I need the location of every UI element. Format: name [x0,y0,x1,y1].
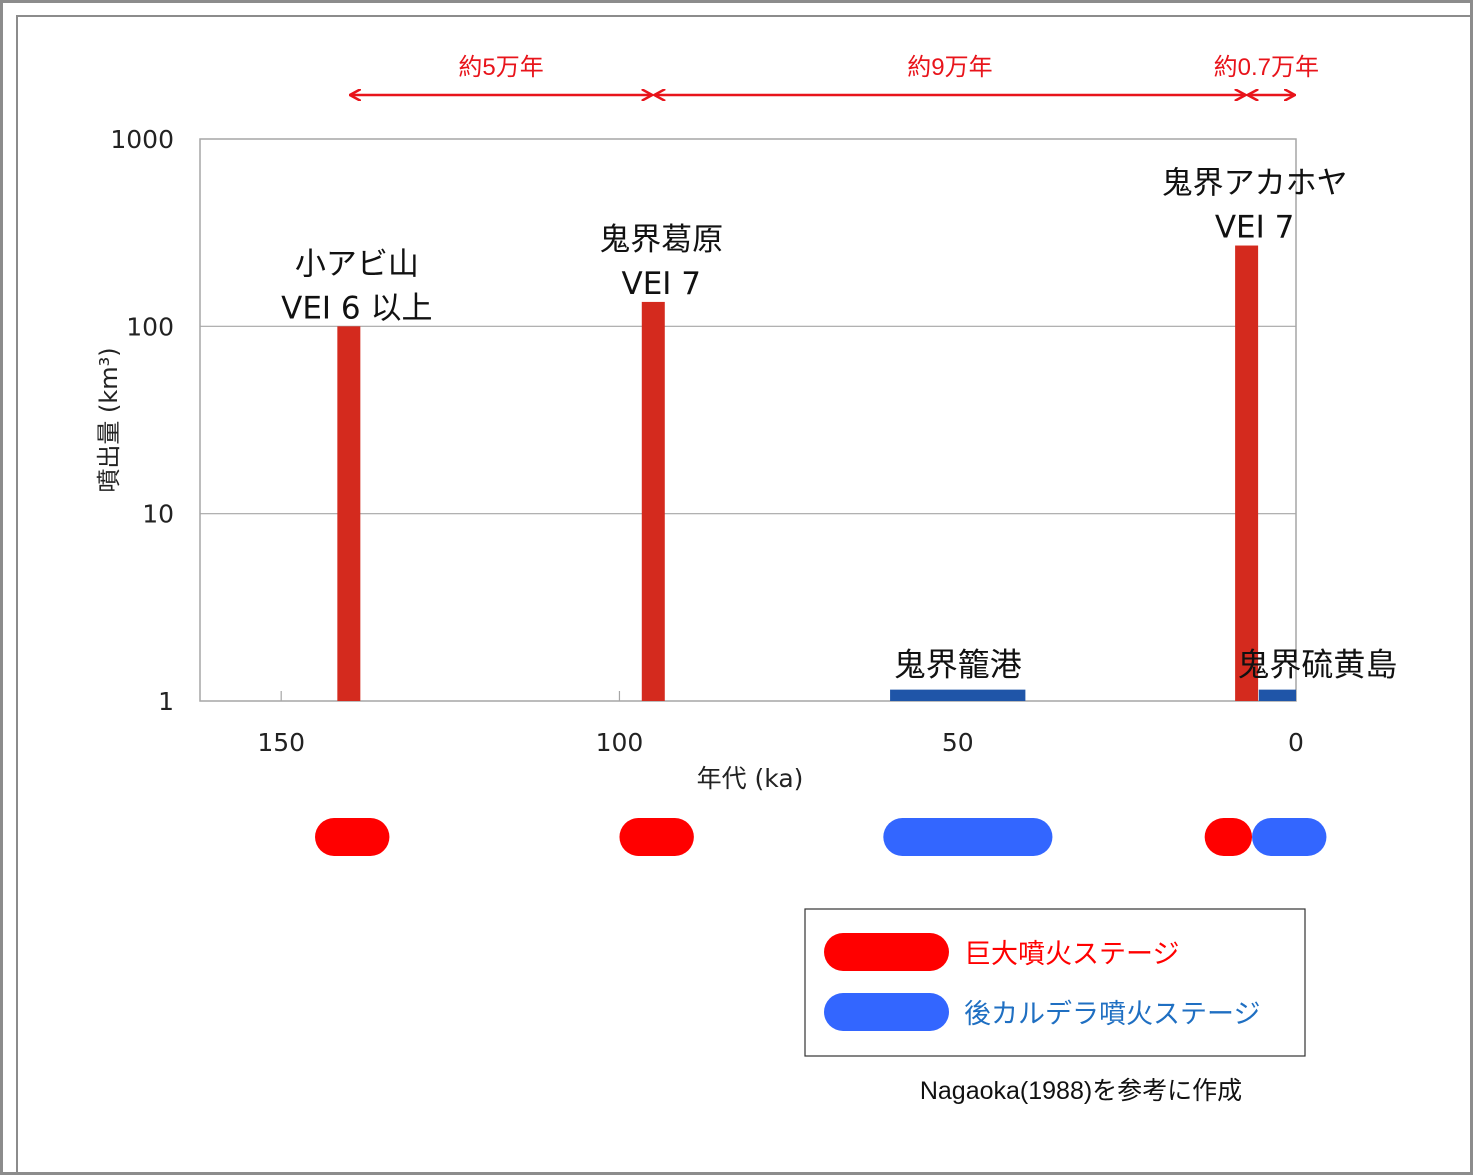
interval-label: 約0.7万年 [1214,54,1319,81]
x-axis-ticks: 150 100 50 0 [257,691,1304,757]
eruption-vei: VEI 7 [622,266,702,302]
eruption-name: 小アビ山 [295,246,419,282]
stage-pill-post [883,818,1053,856]
bar-2 [641,301,665,701]
y-axis-ticks: 1000 100 10 1 [110,125,174,716]
eruption-name: 鬼界籠港 [894,647,1022,683]
interval-label: 約9万年 [907,54,992,81]
stage-pill-giant [619,818,694,856]
eruption-labels: 小アビ山 VEI 6 以上 鬼界葛原 VEI 7 鬼界籠港 鬼界アカホヤ VEI 7 鬼界硫黄… [281,166,1397,683]
interval-arrows: 約5万年 約9万年 約0.7万年 [351,54,1319,95]
eruption-vei: VEI 7 [1215,210,1295,246]
legend-label-giant: 巨大噴火ステージ [964,939,1179,969]
eruption-name: 鬼界アカホヤ [1162,166,1348,202]
x-tick-label: 150 [257,728,305,757]
legend-label-post: 後カルデラ噴火ステージ [964,999,1260,1029]
x-tick-label: 0 [1288,728,1304,757]
y-tick-label: 1000 [110,125,174,154]
stage-pill-giant [315,818,390,856]
stage-pill-giant [1204,818,1253,856]
interval-label: 約5万年 [458,54,543,81]
y-tick-label: 100 [126,312,174,341]
x-tick-label: 50 [942,728,974,757]
stage-pill-post [1252,818,1327,856]
gridlines [200,325,1296,515]
eruption-name: 鬼界硫黄島 [1237,647,1397,683]
legend-swatch-post [824,993,949,1031]
x-tick-label: 100 [596,728,644,757]
x-axis-title: 年代 (ka) [697,764,804,793]
figure-inner-border [16,15,1473,1175]
plot-area: 1000 100 10 1 150 100 50 0 小アビ山 VEI 6 以上 鬼界葛原 VEI… [110,125,1397,757]
source-note: Nagaoka(1988)を参考に作成 [920,1077,1242,1105]
bar-3 [890,689,1026,701]
bar-4 [1235,245,1259,701]
plot-frame [199,138,1297,702]
y-axis-title: 噴出量 (km³) [95,347,123,492]
bar-5 [1258,689,1296,701]
y-tick-label: 10 [142,500,174,529]
y-tick-label: 1 [158,687,174,716]
eruption-vei: VEI 6 以上 [281,290,432,326]
eruption-bars [337,245,1296,701]
stage-pills [315,818,1327,856]
legend-box [804,908,1306,1057]
legend: 巨大噴火ステージ 後カルデラ噴火ステージ [804,908,1306,1057]
legend-swatch-giant [824,933,949,971]
bar-1 [337,326,361,701]
eruption-name: 鬼界葛原 [599,222,723,258]
